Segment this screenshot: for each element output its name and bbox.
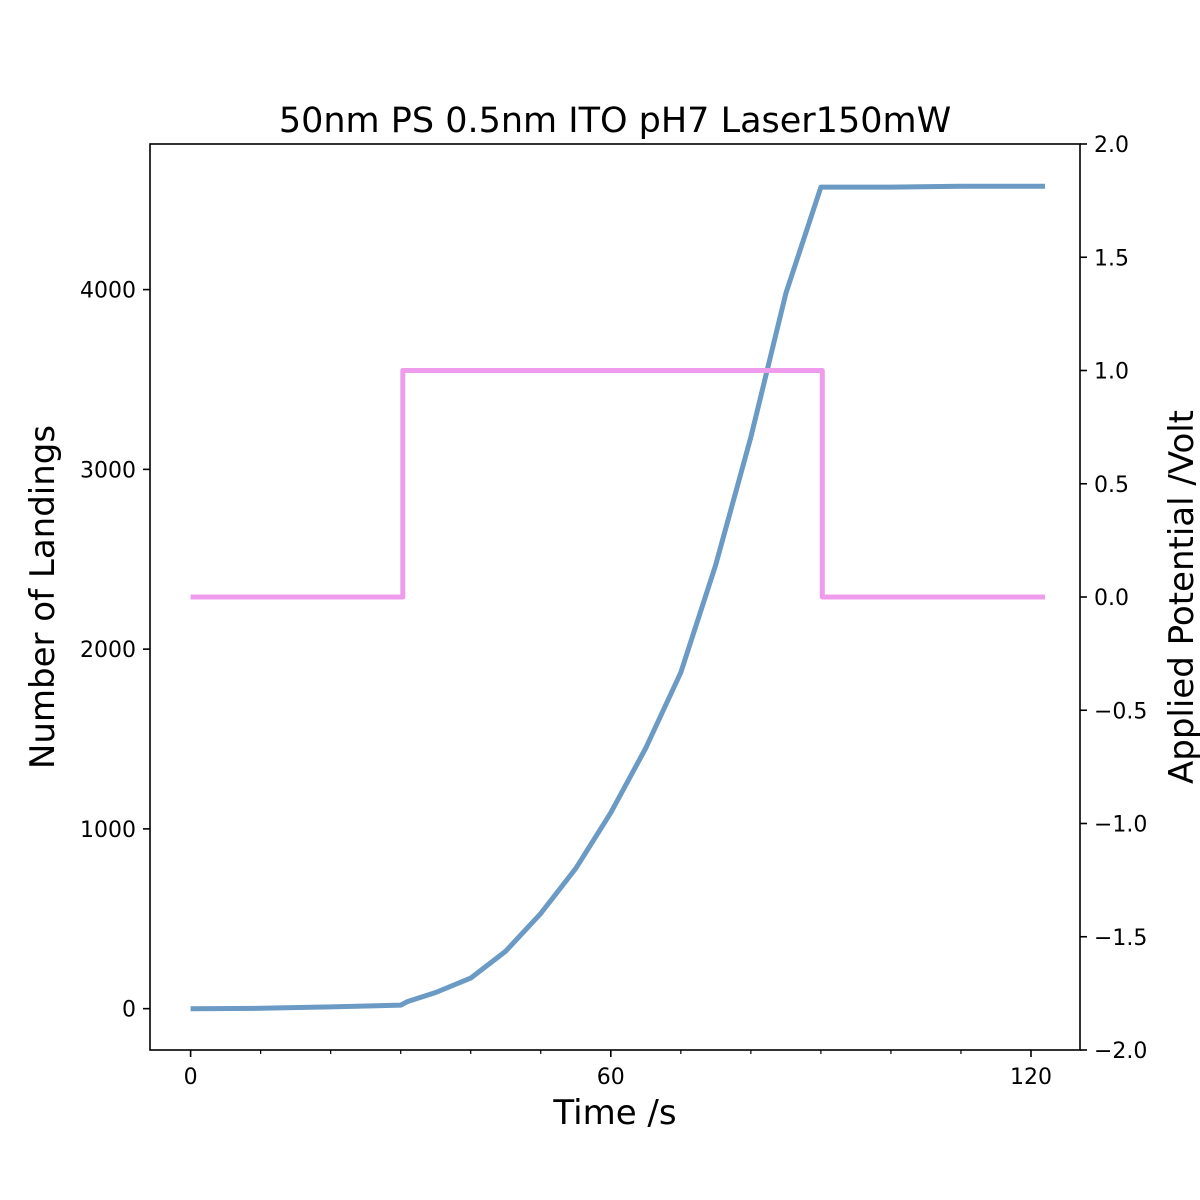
y-axis-label: Number of Landings bbox=[23, 425, 63, 769]
y2-tick-label: 0.0 bbox=[1094, 586, 1129, 611]
y-tick-label: 4000 bbox=[80, 279, 136, 304]
y2-tick-label: 1.5 bbox=[1094, 246, 1129, 271]
y2-tick-label: 2.0 bbox=[1094, 133, 1129, 158]
x-tick-label: 120 bbox=[1010, 1065, 1052, 1090]
chart-title: 50nm PS 0.5nm ITO pH7 Laser150mW bbox=[279, 101, 951, 141]
y2-tick-label: 0.5 bbox=[1094, 473, 1129, 498]
y-tick-label: 3000 bbox=[80, 458, 136, 483]
y2-tick-label: −2.0 bbox=[1094, 1039, 1147, 1064]
y2-tick-label: −0.5 bbox=[1094, 699, 1147, 724]
y-axis-left: 0 1000 2000 3000 4000 bbox=[80, 279, 150, 1023]
y-axis-right: −2.0 −1.5 −1.0 −0.5 0.0 0.5 1.0 1.5 2.0 bbox=[1080, 133, 1147, 1064]
x-tick-label: 0 bbox=[184, 1065, 198, 1090]
y2-tick-label: 1.0 bbox=[1094, 360, 1129, 385]
x-tick-label: 60 bbox=[597, 1065, 625, 1090]
y-tick-label: 1000 bbox=[80, 818, 136, 843]
y-tick-label: 0 bbox=[122, 998, 136, 1023]
y2-tick-label: −1.5 bbox=[1094, 926, 1147, 951]
potential-series-line bbox=[190, 368, 1045, 600]
y2-tick-label: −1.0 bbox=[1094, 813, 1147, 838]
x-axis: 0 60 120 bbox=[184, 1050, 1052, 1090]
landings-series-line bbox=[190, 183, 1045, 1012]
series-layer bbox=[190, 183, 1045, 1012]
y-tick-label: 2000 bbox=[80, 638, 136, 663]
x-axis-label: Time /s bbox=[552, 1093, 676, 1133]
y2-axis-label: Applied Potential /Volt bbox=[1162, 410, 1200, 784]
